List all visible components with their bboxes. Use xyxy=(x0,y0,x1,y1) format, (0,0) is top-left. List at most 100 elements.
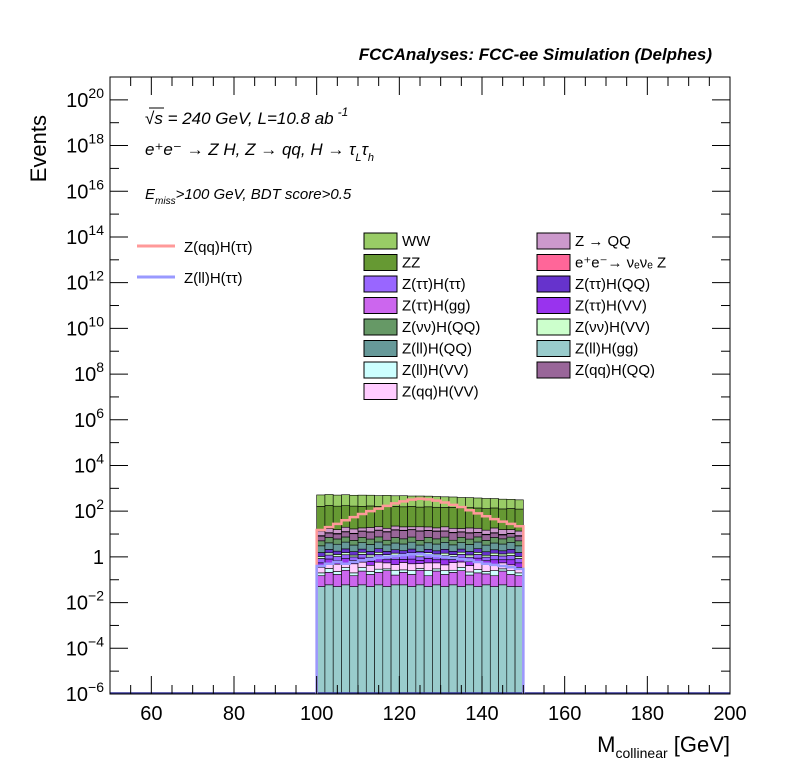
bar-z-h-qq-bin-18 xyxy=(465,538,475,545)
legend-swatch-z-ll-h-gg xyxy=(536,340,571,357)
bar-z-h-qq-bin-19 xyxy=(473,548,483,553)
bar-z-ll-h-qq-bin-9 xyxy=(390,542,400,551)
bar-z-ll-h-gg-bin-19 xyxy=(473,586,483,695)
bar-z-ll-h-qq-bin-12 xyxy=(415,544,425,552)
y-tick-label: 10−4 xyxy=(66,633,104,660)
legend-swatch-z-qq-h-qq xyxy=(536,361,571,379)
bar-z-qq-h-vv-bin-8 xyxy=(382,562,392,570)
bar-z-qq-bin-19 xyxy=(473,527,483,533)
bar-z-h-vv-bin-9 xyxy=(390,559,400,565)
bar-zz-bin-12 xyxy=(415,506,425,528)
bar-z-h-bin-23 xyxy=(506,555,516,561)
y-tick-label: 1016 xyxy=(66,176,104,203)
bar-z-h-qq-bin-8 xyxy=(382,551,392,555)
bar-z-ll-h-vv-bin-18 xyxy=(465,571,475,576)
legend-swatch-e-e-z xyxy=(536,254,571,271)
bar-z-qq-h-vv-bin-12 xyxy=(415,563,425,569)
bar-z-qq-bin-8 xyxy=(382,527,392,532)
legend-label-z-qq: Z → QQ xyxy=(575,233,631,250)
bar-z-qq-bin-3 xyxy=(341,526,351,532)
bar-z-h-qq-bin-10 xyxy=(399,538,408,545)
bar-ww-bin-1 xyxy=(324,494,334,506)
bar-z-ll-h-gg-bin-5 xyxy=(357,584,367,695)
bar-z-h-gg-bin-22 xyxy=(498,570,508,586)
bar-z-qq-h-qq-bin-20 xyxy=(481,534,491,541)
legend-label-z-h-vv: Z(νν)H(VV) xyxy=(575,319,650,336)
legend-label-z-h-qq: Z(ττ)H(QQ) xyxy=(575,276,650,293)
bar-z-h-qq-bin-12 xyxy=(415,540,425,546)
y-axis-label: Events xyxy=(26,115,51,182)
bar-z-qq-h-qq-bin-17 xyxy=(456,531,466,538)
x-tick-label: 200 xyxy=(713,703,746,725)
bar-z-ll-h-qq-bin-6 xyxy=(365,544,375,552)
bar-ww-bin-24 xyxy=(514,499,524,510)
bar-z-h-qq-bin-17 xyxy=(456,536,466,543)
y-tick-label: 108 xyxy=(74,359,104,386)
bar-ww-bin-19 xyxy=(473,497,483,509)
legend-label-z-h-qq: Z(νν)H(QQ) xyxy=(402,319,480,336)
bar-z-ll-h-qq-bin-7 xyxy=(374,541,384,549)
bar-z-h-vv-bin-10 xyxy=(399,559,408,563)
bar-z-h-gg-bin-17 xyxy=(456,570,466,587)
bar-z-qq-h-qq-bin-16 xyxy=(448,532,458,541)
bar-z-ll-h-qq-bin-15 xyxy=(440,541,450,550)
bar-z-qq-h-qq-bin-11 xyxy=(407,529,417,538)
bar-z-h-qq-bin-15 xyxy=(440,536,450,543)
bar-z-ll-h-qq-bin-17 xyxy=(456,542,466,550)
bar-z-qq-bin-13 xyxy=(423,526,433,531)
bar-z-ll-h-gg-bin-4 xyxy=(349,586,359,695)
y-tick-label: 1020 xyxy=(66,85,104,112)
bar-z-qq-h-vv-bin-9 xyxy=(390,564,400,571)
bar-z-qq-h-qq-bin-15 xyxy=(440,530,450,538)
bar-zz-bin-14 xyxy=(432,506,441,529)
bar-z-ll-h-vv-bin-17 xyxy=(456,567,466,571)
legend-swatch-z-h-vv xyxy=(536,297,571,314)
bar-z-qq-h-qq-bin-14 xyxy=(432,531,441,540)
bar-z-qq-h-vv-bin-10 xyxy=(399,562,408,571)
bar-z-h-vv-bin-19 xyxy=(473,552,483,555)
legend-label-z-h: Z(ττ)H(ττ) xyxy=(402,276,466,293)
bar-z-ll-h-gg-bin-16 xyxy=(448,584,458,695)
bar-z-qq-h-qq-bin-23 xyxy=(506,533,516,538)
bar-z-h-qq-bin-11 xyxy=(407,548,417,554)
bar-ww-bin-0 xyxy=(316,494,326,507)
bar-ww-bin-6 xyxy=(365,494,375,507)
bar-z-h-bin-2 xyxy=(332,556,342,562)
bar-z-ll-h-vv-bin-13 xyxy=(423,570,433,577)
bar-z-ll-h-gg-bin-15 xyxy=(440,586,450,695)
bar-z-qq-bin-9 xyxy=(390,525,400,531)
bar-z-h-qq-bin-4 xyxy=(349,551,359,556)
bar-z-h-gg-bin-2 xyxy=(332,574,342,587)
bar-z-qq-h-qq-bin-2 xyxy=(332,533,342,540)
y-tick-label: 1 xyxy=(93,547,104,569)
bar-z-ll-h-qq-bin-11 xyxy=(407,541,417,550)
bar-z-ll-h-gg-bin-6 xyxy=(365,586,375,695)
bar-z-h-qq-bin-7 xyxy=(374,548,384,553)
bar-z-h-qq-bin-3 xyxy=(341,548,351,553)
bar-ww-bin-5 xyxy=(357,494,367,507)
y-axis: 10−6 10−4 10−2 1 102 104 106 108 1010 1012 1014 101… xyxy=(66,85,730,706)
bar-z-qq-bin-4 xyxy=(349,528,359,534)
bar-z-h-vv-bin-11 xyxy=(407,558,417,565)
legend-label-z-qq-h-qq: Z(qq)H(QQ) xyxy=(575,362,655,379)
bar-z-ll-h-qq-bin-13 xyxy=(423,542,433,550)
legend-swatch-z-qq xyxy=(536,232,571,250)
bar-z-qq-h-qq-bin-9 xyxy=(390,529,400,538)
bar-z-h-gg-bin-13 xyxy=(423,575,433,587)
bar-z-qq-h-qq-bin-21 xyxy=(489,532,499,538)
bar-z-ll-h-gg-bin-21 xyxy=(489,586,499,695)
bar-z-h-qq-bin-2 xyxy=(332,538,342,545)
bar-z-h-qq-bin-9 xyxy=(390,537,400,544)
bar-z-h-bin-5 xyxy=(357,554,367,559)
bar-z-h-qq-bin-18 xyxy=(465,551,475,556)
bar-z-ll-h-vv-bin-23 xyxy=(506,570,516,575)
bar-z-h-gg-bin-7 xyxy=(374,572,384,586)
legend-label-z-ll-h-vv: Z(ll)H(VV) xyxy=(402,362,469,379)
bar-z-ll-h-vv-bin-3 xyxy=(341,567,351,571)
bar-z-qq-bin-7 xyxy=(374,526,384,531)
bar-z-qq-bin-23 xyxy=(506,529,516,534)
bar-z-qq-h-qq-bin-4 xyxy=(349,533,359,541)
legend-swatch-z-h-gg xyxy=(363,297,398,314)
bar-z-ll-h-qq-bin-3 xyxy=(341,541,351,550)
bar-z-h-vv-bin-22 xyxy=(498,559,508,564)
